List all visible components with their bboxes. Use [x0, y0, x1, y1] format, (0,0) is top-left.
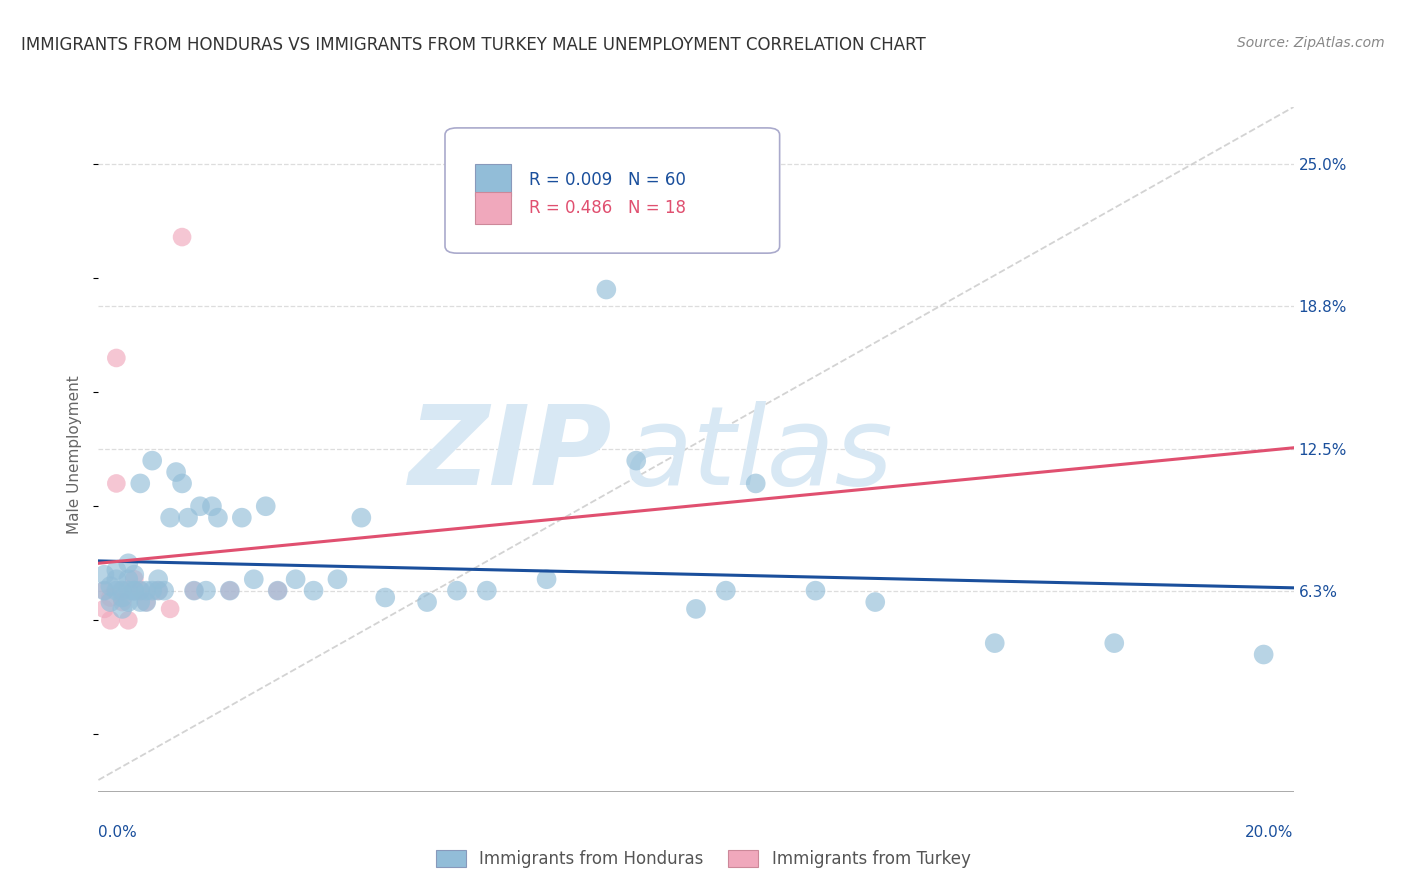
- Point: [219, 583, 242, 598]
- Point: [148, 583, 170, 598]
- Point: [1253, 648, 1275, 662]
- Text: 20.0%: 20.0%: [1246, 825, 1294, 840]
- Point: [267, 583, 290, 598]
- Point: [183, 583, 205, 598]
- Point: [105, 476, 128, 491]
- Point: [231, 510, 253, 524]
- Point: [141, 583, 163, 598]
- Text: R = 0.009   N = 60: R = 0.009 N = 60: [529, 171, 686, 189]
- Point: [254, 500, 277, 514]
- Point: [350, 510, 373, 524]
- Point: [188, 500, 211, 514]
- Point: [195, 583, 218, 598]
- Point: [93, 583, 115, 598]
- Point: [243, 572, 266, 586]
- Point: [117, 595, 139, 609]
- Point: [165, 465, 187, 479]
- FancyBboxPatch shape: [475, 164, 510, 195]
- Point: [201, 500, 224, 514]
- Point: [177, 510, 200, 524]
- Point: [111, 602, 134, 616]
- Point: [141, 453, 163, 467]
- Point: [172, 476, 194, 491]
- Point: [267, 583, 290, 598]
- Point: [153, 583, 176, 598]
- Point: [302, 583, 325, 598]
- Point: [159, 602, 181, 616]
- Point: [148, 572, 170, 586]
- Text: ZIP: ZIP: [409, 401, 613, 508]
- Point: [98, 579, 122, 593]
- FancyBboxPatch shape: [475, 193, 510, 224]
- Legend: Immigrants from Honduras, Immigrants from Turkey: Immigrants from Honduras, Immigrants fro…: [429, 843, 977, 875]
- Text: R = 0.486   N = 18: R = 0.486 N = 18: [529, 199, 686, 217]
- Text: Source: ZipAtlas.com: Source: ZipAtlas.com: [1237, 36, 1385, 50]
- Point: [93, 602, 115, 616]
- Point: [626, 453, 648, 467]
- Text: 0.0%: 0.0%: [98, 825, 138, 840]
- Point: [172, 230, 194, 244]
- Point: [129, 583, 152, 598]
- Point: [124, 567, 146, 582]
- Point: [129, 583, 152, 598]
- Point: [129, 595, 152, 609]
- Point: [105, 572, 128, 586]
- Point: [148, 583, 170, 598]
- Point: [475, 583, 498, 598]
- Point: [93, 583, 115, 598]
- Point: [124, 583, 146, 598]
- Point: [159, 510, 181, 524]
- Point: [1104, 636, 1126, 650]
- Text: IMMIGRANTS FROM HONDURAS VS IMMIGRANTS FROM TURKEY MALE UNEMPLOYMENT CORRELATION: IMMIGRANTS FROM HONDURAS VS IMMIGRANTS F…: [21, 36, 925, 54]
- Point: [326, 572, 349, 586]
- Point: [595, 283, 617, 297]
- Point: [685, 602, 707, 616]
- Point: [105, 563, 128, 577]
- FancyBboxPatch shape: [446, 128, 780, 253]
- Point: [93, 567, 115, 582]
- Point: [124, 583, 146, 598]
- Point: [105, 583, 128, 598]
- Point: [111, 591, 134, 605]
- Point: [284, 572, 307, 586]
- Point: [117, 572, 139, 586]
- Point: [105, 351, 128, 365]
- Point: [111, 583, 134, 598]
- Point: [117, 556, 139, 570]
- Point: [129, 476, 152, 491]
- Point: [804, 583, 827, 598]
- Point: [219, 583, 242, 598]
- Point: [984, 636, 1007, 650]
- Point: [135, 583, 157, 598]
- Point: [745, 476, 768, 491]
- Point: [98, 591, 122, 605]
- Y-axis label: Male Unemployment: Male Unemployment: [67, 376, 83, 534]
- Point: [865, 595, 887, 609]
- Point: [536, 572, 558, 586]
- Point: [135, 595, 157, 609]
- Point: [135, 595, 157, 609]
- Point: [416, 595, 439, 609]
- Text: atlas: atlas: [624, 401, 893, 508]
- Point: [207, 510, 229, 524]
- Point: [98, 613, 122, 627]
- Point: [111, 583, 134, 598]
- Point: [446, 583, 468, 598]
- Point: [117, 583, 139, 598]
- Point: [124, 572, 146, 586]
- Point: [183, 583, 205, 598]
- Point: [98, 595, 122, 609]
- Point: [111, 595, 134, 609]
- Point: [374, 591, 396, 605]
- Point: [714, 583, 737, 598]
- Point: [117, 613, 139, 627]
